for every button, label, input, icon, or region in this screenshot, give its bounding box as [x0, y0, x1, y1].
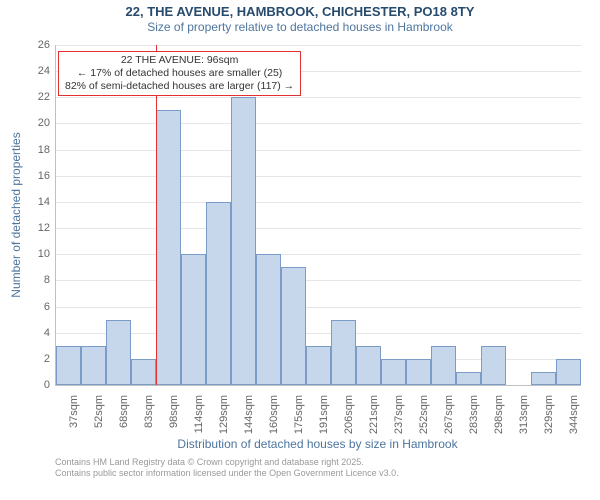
x-tick-label: 160sqm [268, 395, 280, 434]
x-tick-label: 175sqm [293, 395, 305, 434]
gridline [56, 254, 581, 255]
x-tick-label: 52sqm [93, 395, 105, 428]
y-tick-label: 26 [38, 39, 50, 51]
gridline [56, 176, 581, 177]
y-tick-label: 18 [38, 144, 50, 156]
histogram-bar [456, 372, 481, 385]
annotation-line3: 82% of semi-detached houses are larger (… [65, 80, 294, 93]
credits-line2: Contains public sector information licen… [55, 468, 399, 479]
chart-container: 22, THE AVENUE, HAMBROOK, CHICHESTER, PO… [0, 0, 600, 500]
y-tick-label: 16 [38, 170, 50, 182]
x-tick-label: 114sqm [193, 395, 205, 433]
gridline [56, 45, 581, 46]
x-tick-label: 144sqm [243, 395, 255, 434]
x-tick-label: 344sqm [568, 395, 580, 434]
histogram-bar [281, 267, 306, 385]
histogram-bar [56, 346, 81, 385]
x-tick-label: 329sqm [543, 395, 555, 434]
histogram-bar [206, 202, 231, 385]
x-tick-label: 283sqm [468, 395, 480, 434]
gridline [56, 280, 581, 281]
y-tick-label: 6 [44, 301, 50, 313]
histogram-bar [81, 346, 106, 385]
y-tick-label: 22 [38, 91, 50, 103]
y-tick-label: 2 [44, 353, 50, 365]
gridline [56, 307, 581, 308]
annotation-line1: 22 THE AVENUE: 96sqm [65, 54, 294, 67]
histogram-bar [156, 110, 181, 385]
x-tick-label: 252sqm [418, 395, 430, 434]
histogram-bar [181, 254, 206, 385]
x-tick-label: 237sqm [393, 395, 405, 434]
y-tick-label: 20 [38, 117, 50, 129]
histogram-bar [306, 346, 331, 385]
x-tick-label: 37sqm [68, 395, 80, 428]
histogram-bar [331, 320, 356, 385]
x-tick-label: 191sqm [318, 395, 330, 434]
histogram-bar [381, 359, 406, 385]
annotation-line2: ← 17% of detached houses are smaller (25… [65, 67, 294, 80]
histogram-bar [431, 346, 456, 385]
histogram-bar [231, 97, 256, 385]
y-tick-label: 10 [38, 248, 50, 260]
gridline [56, 97, 581, 98]
credits-line1: Contains HM Land Registry data © Crown c… [55, 457, 399, 468]
gridline [56, 123, 581, 124]
histogram-bar [106, 320, 131, 385]
gridline [56, 228, 581, 229]
y-tick-label: 24 [38, 65, 50, 77]
y-tick-label: 0 [44, 379, 50, 391]
histogram-bar [481, 346, 506, 385]
x-tick-label: 298sqm [493, 395, 505, 434]
annotation-box: 22 THE AVENUE: 96sqm← 17% of detached ho… [58, 51, 301, 96]
histogram-bar [356, 346, 381, 385]
gridline [56, 202, 581, 203]
histogram-bar [406, 359, 431, 385]
x-tick-label: 221sqm [368, 395, 380, 434]
x-tick-label: 98sqm [168, 395, 180, 428]
histogram-bar [531, 372, 556, 385]
chart-title: 22, THE AVENUE, HAMBROOK, CHICHESTER, PO… [0, 0, 600, 20]
histogram-bar [131, 359, 156, 385]
y-tick-label: 12 [38, 222, 50, 234]
x-tick-label: 267sqm [443, 395, 455, 434]
y-tick-label: 8 [44, 274, 50, 286]
x-tick-label: 129sqm [218, 395, 230, 434]
x-axis-title: Distribution of detached houses by size … [55, 437, 580, 451]
histogram-bar [556, 359, 581, 385]
x-tick-label: 206sqm [343, 395, 355, 434]
gridline [56, 150, 581, 151]
x-tick-label: 313sqm [518, 395, 530, 434]
y-axis-title: Number of detached properties [9, 132, 23, 297]
credits: Contains HM Land Registry data © Crown c… [55, 457, 399, 479]
y-tick-label: 4 [44, 327, 50, 339]
histogram-bar [256, 254, 281, 385]
gridline [56, 333, 581, 334]
y-tick-label: 14 [38, 196, 50, 208]
x-tick-label: 83sqm [143, 395, 155, 428]
x-tick-label: 68sqm [118, 395, 130, 428]
chart-subtitle: Size of property relative to detached ho… [0, 20, 600, 34]
plot-area: 0246810121416182022242637sqm52sqm68sqm83… [55, 45, 581, 386]
